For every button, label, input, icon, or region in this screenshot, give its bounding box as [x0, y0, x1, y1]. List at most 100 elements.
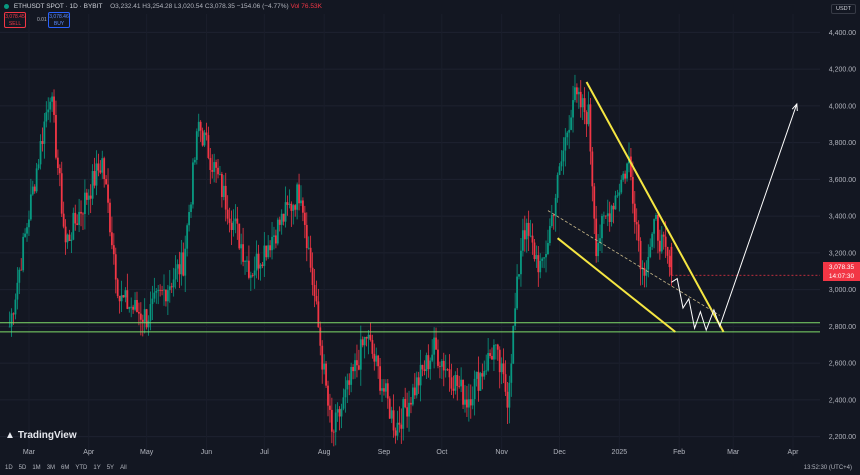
tradingview-logo-icon: ▲: [5, 430, 15, 441]
candle-body: [39, 141, 42, 165]
symbol-title[interactable]: ETHUSDT SPOT · 1D · BYBIT: [13, 3, 103, 10]
candle-body: [107, 184, 109, 203]
candle-body: [572, 100, 574, 118]
spread-value: 0.01: [37, 17, 47, 23]
candle-body: [228, 218, 231, 223]
candle-body: [589, 104, 592, 152]
candle-body: [234, 218, 237, 222]
candle-body: [631, 176, 634, 204]
candle-body: [93, 171, 96, 186]
candle-body: [429, 360, 432, 370]
candle-body: [267, 245, 270, 258]
y-tick-label: 2,200.00: [829, 434, 856, 441]
candle-body: [552, 214, 555, 217]
candle-body: [560, 161, 563, 167]
candle-body: [259, 264, 262, 269]
candle-body: [545, 254, 547, 258]
candle-body: [614, 195, 617, 210]
sell-price: 3,078.45: [5, 14, 25, 20]
candle-body: [190, 204, 192, 213]
candle-body: [296, 184, 299, 210]
candle-body: [415, 377, 418, 396]
candle-body: [118, 295, 121, 302]
candle-body: [398, 422, 401, 425]
candle-body: [606, 213, 609, 217]
candle-body: [163, 289, 165, 291]
range-1d[interactable]: 1D: [5, 465, 13, 471]
candle-body: [242, 244, 245, 262]
candle-body: [504, 374, 507, 392]
candle-body: [24, 233, 26, 237]
buy-button[interactable]: 3,078.46 BUY: [48, 12, 70, 28]
candle-body: [413, 387, 416, 396]
candle-body: [595, 218, 598, 257]
candle-body: [180, 252, 183, 275]
candle-body: [16, 282, 19, 300]
currency-selector[interactable]: USDT: [831, 4, 856, 14]
candle-body: [43, 121, 46, 144]
candle-body: [255, 253, 258, 271]
candle-body: [311, 267, 314, 285]
candle-body: [178, 264, 181, 275]
candle-body: [45, 112, 48, 122]
candle-body: [317, 301, 320, 328]
candle-body: [298, 184, 300, 204]
candle-body: [575, 87, 578, 95]
range-ytd[interactable]: YTD: [75, 465, 88, 471]
clock-display[interactable]: 13:52:30 (UTC+4): [803, 465, 852, 471]
candle-body: [273, 235, 275, 237]
candle-body: [402, 398, 405, 429]
last-price-tag: 3,078.35 14:07:30: [823, 262, 860, 281]
candle-body: [176, 264, 179, 269]
candle-body: [384, 383, 387, 392]
candle-body: [593, 186, 596, 219]
candle-body: [323, 363, 326, 370]
candle-body: [217, 167, 219, 175]
buy-label: BUY: [53, 21, 65, 27]
candle-body: [62, 213, 65, 227]
range-all[interactable]: All: [120, 465, 127, 471]
candle-body: [172, 279, 175, 288]
range-6m[interactable]: 6M: [61, 465, 70, 471]
candle-body: [155, 290, 158, 293]
candle-body: [126, 290, 129, 309]
candle-body: [388, 398, 391, 419]
candle-body: [112, 245, 115, 255]
range-5y[interactable]: 5Y: [106, 465, 115, 471]
range-1m[interactable]: 1M: [32, 465, 41, 471]
candle-body: [332, 431, 335, 433]
candle-body: [284, 202, 287, 222]
candle-body: [583, 98, 586, 113]
candle-body: [288, 203, 291, 205]
candle-body: [493, 344, 495, 360]
candle-body: [660, 234, 663, 252]
range-1y[interactable]: 1Y: [93, 465, 101, 471]
candle-body: [454, 375, 457, 391]
candle-body: [193, 159, 196, 163]
candle-body: [330, 409, 333, 432]
candle-body: [70, 239, 73, 242]
candle-body: [134, 299, 136, 310]
candle-body: [101, 158, 104, 173]
range-3m[interactable]: 3M: [46, 465, 56, 471]
candle-body: [205, 132, 208, 136]
candle-body: [238, 223, 241, 249]
candle-body: [425, 355, 428, 372]
candle-body: [174, 268, 177, 280]
candle-body: [452, 388, 455, 391]
x-tick-label: Dec: [553, 449, 566, 456]
candle-body: [379, 366, 381, 391]
projection-path: [671, 103, 798, 332]
candle-body: [336, 409, 339, 413]
candle-body: [141, 319, 144, 322]
candle-body: [64, 226, 67, 243]
candle-body: [462, 379, 464, 405]
candle-body: [666, 246, 669, 256]
y-tick-label: 3,400.00: [829, 214, 856, 221]
candle-body: [348, 380, 351, 385]
range-5d[interactable]: 5D: [18, 465, 27, 471]
candle-body: [585, 112, 588, 125]
candle-body: [500, 363, 503, 373]
sell-button[interactable]: 3,078.45 SELL: [4, 12, 26, 28]
